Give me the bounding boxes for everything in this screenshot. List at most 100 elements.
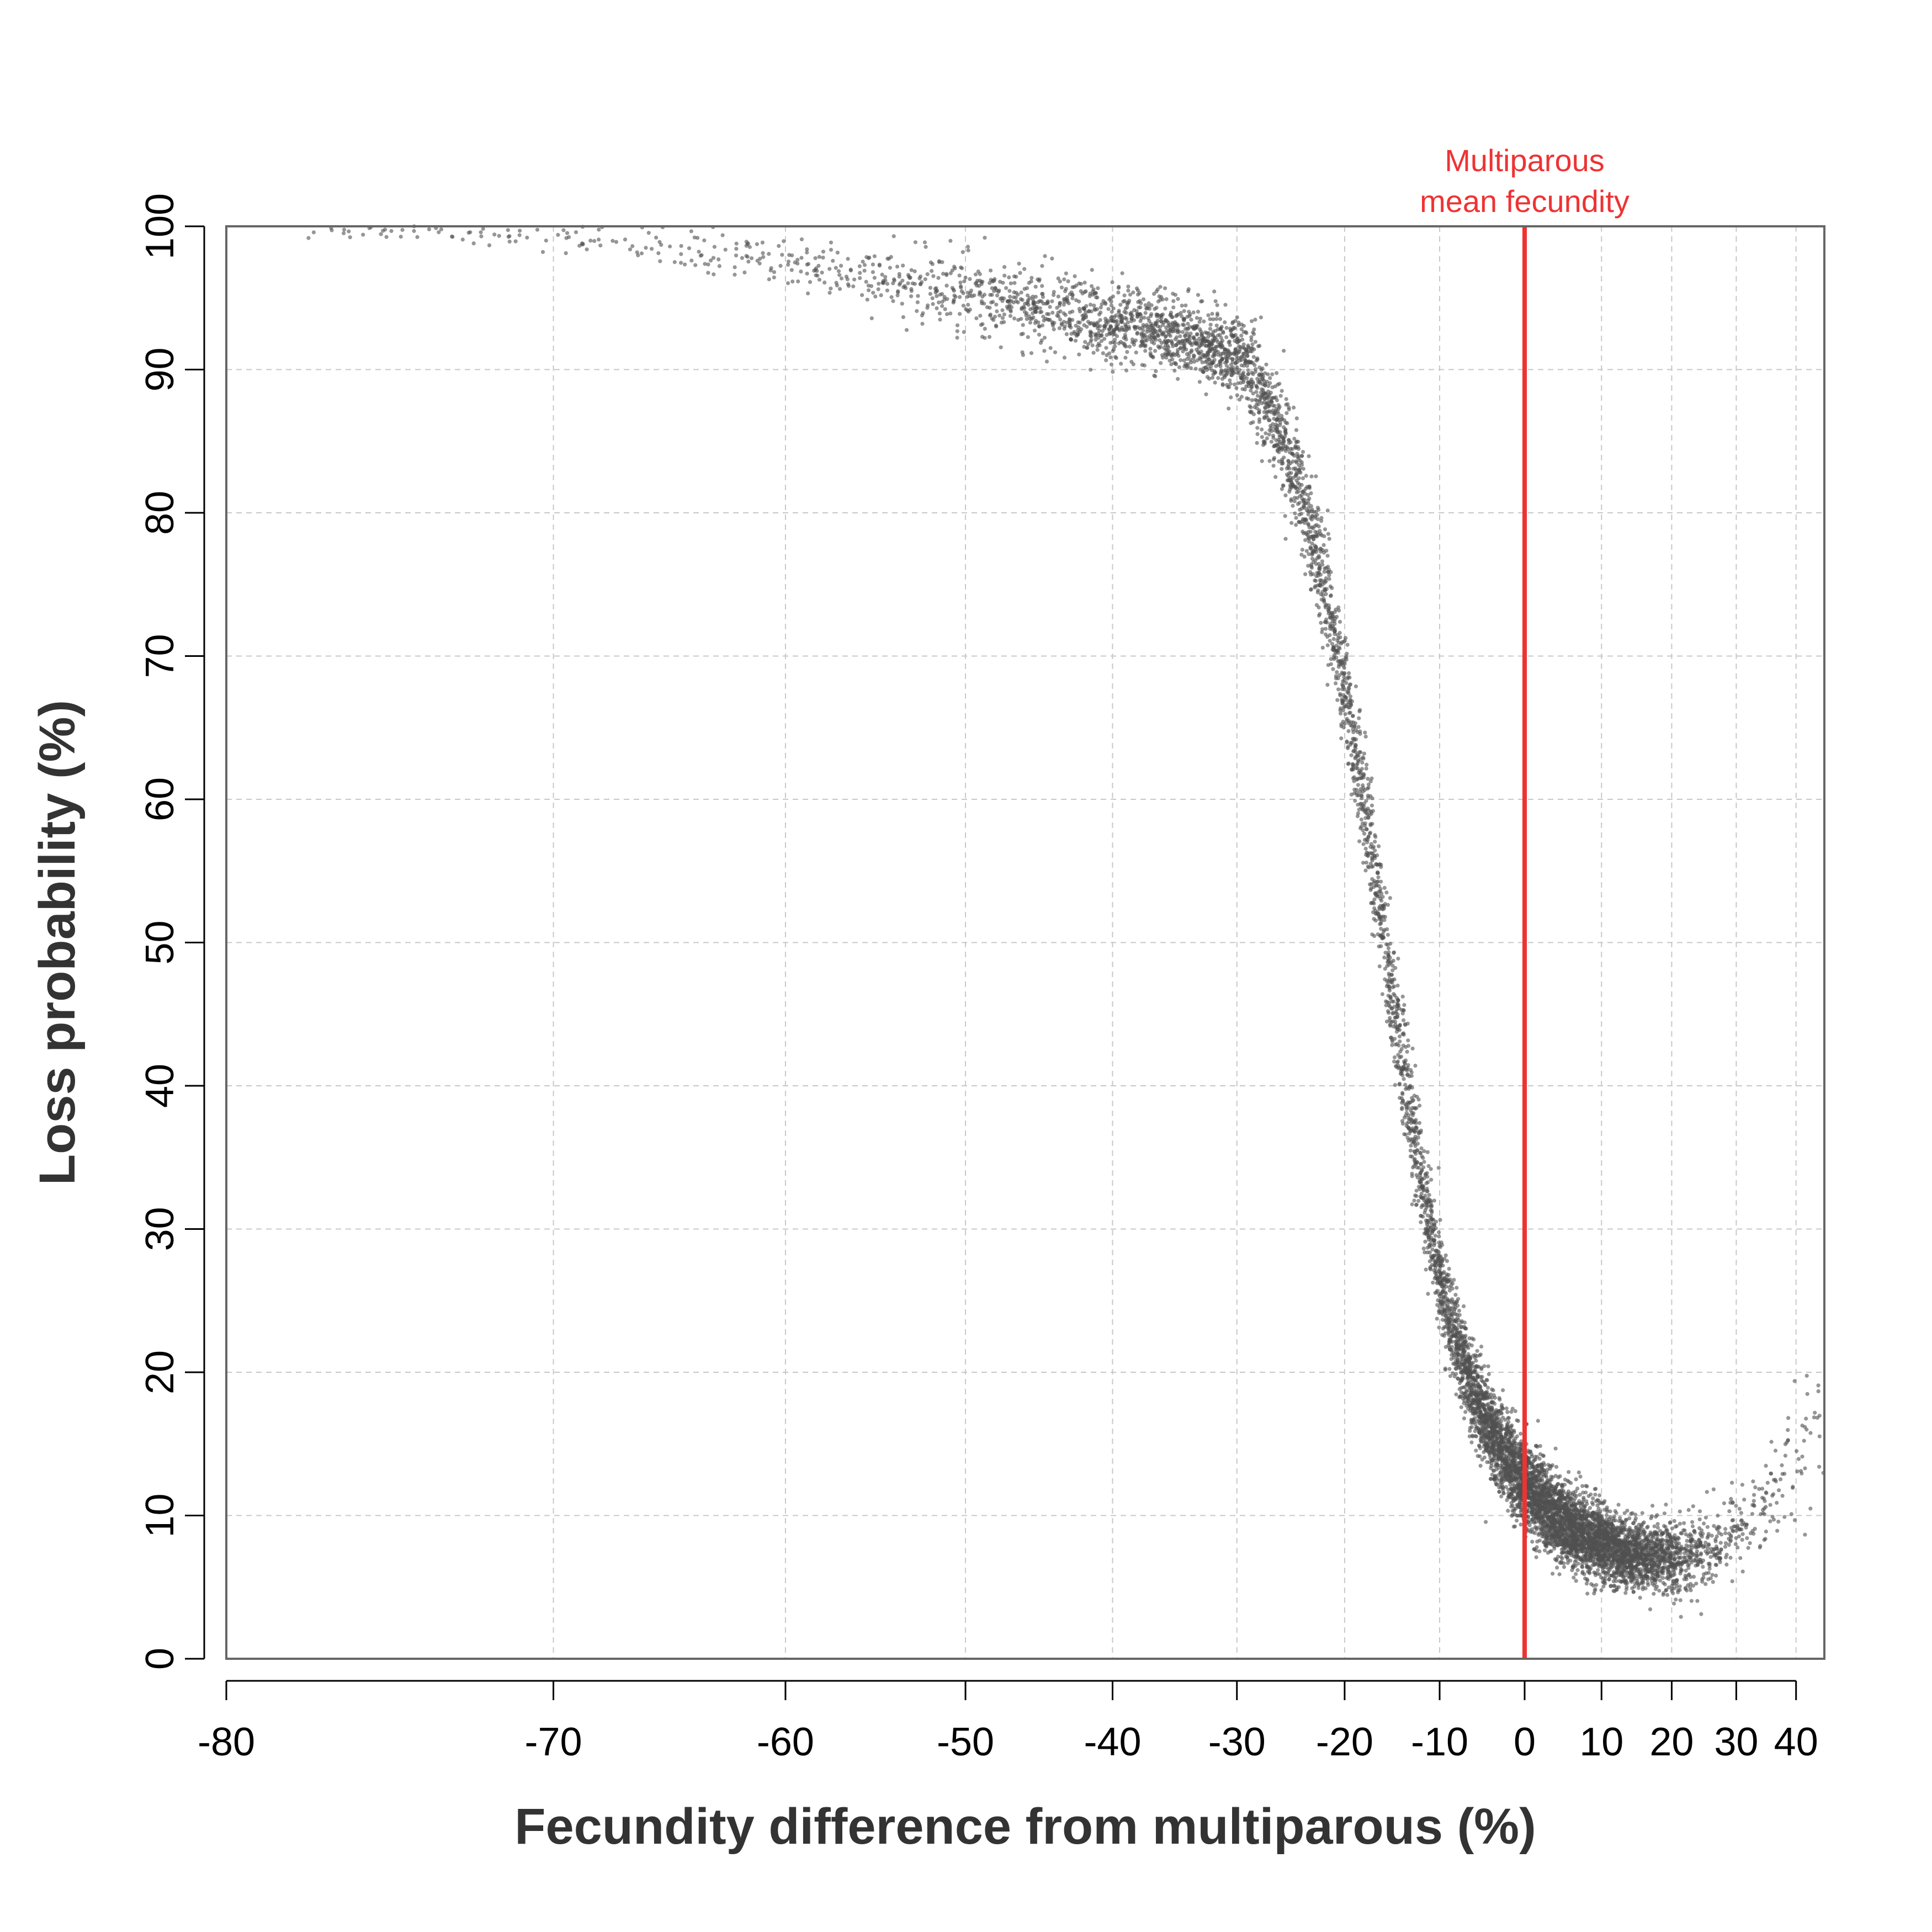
scatter-point bbox=[1485, 1435, 1490, 1440]
scatter-point bbox=[1334, 681, 1338, 686]
scatter-point bbox=[951, 287, 956, 291]
scatter-point bbox=[733, 273, 737, 277]
scatter-point bbox=[974, 316, 979, 321]
scatter-point bbox=[860, 293, 864, 298]
scatter-point bbox=[888, 266, 892, 270]
scatter-point bbox=[1306, 564, 1310, 568]
scatter-point bbox=[1357, 839, 1362, 843]
scatter-point bbox=[1262, 397, 1267, 401]
scatter-point bbox=[1328, 615, 1333, 620]
scatter-point bbox=[1072, 330, 1076, 334]
scatter-point bbox=[1506, 1420, 1511, 1424]
scatter-point bbox=[342, 231, 346, 236]
scatter-point bbox=[399, 235, 403, 239]
scatter-point bbox=[1398, 1039, 1402, 1044]
scatter-point bbox=[790, 279, 795, 284]
scatter-point bbox=[1238, 349, 1242, 354]
scatter-point bbox=[892, 278, 896, 283]
scatter-point bbox=[1014, 299, 1018, 304]
scatter-point bbox=[1456, 1303, 1460, 1308]
scatter-point bbox=[822, 280, 827, 285]
scatter-point bbox=[1425, 1213, 1430, 1218]
scatter-point bbox=[1037, 279, 1042, 283]
scatter-point bbox=[746, 259, 751, 264]
scatter-point bbox=[1104, 358, 1108, 363]
scatter-point bbox=[1100, 339, 1104, 343]
scatter-point bbox=[1394, 1010, 1398, 1014]
scatter-point bbox=[1107, 332, 1112, 336]
scatter-point bbox=[1120, 271, 1124, 275]
scatter-point bbox=[1507, 1451, 1511, 1456]
scatter-point bbox=[1131, 362, 1135, 367]
scatter-point bbox=[873, 294, 878, 299]
scatter-point bbox=[1340, 683, 1345, 688]
scatter-point bbox=[1289, 497, 1293, 502]
scatter-point bbox=[1160, 332, 1164, 337]
scatter-point bbox=[657, 240, 662, 244]
scatter-point bbox=[1322, 578, 1326, 583]
scatter-point bbox=[1179, 358, 1183, 363]
scatter-point bbox=[1032, 328, 1037, 333]
scatter-point bbox=[1399, 1054, 1404, 1059]
scatter-point bbox=[1160, 312, 1165, 317]
scatter-point bbox=[1014, 290, 1018, 295]
scatter-point bbox=[1463, 1334, 1468, 1338]
scatter-point bbox=[1211, 360, 1216, 365]
scatter-point bbox=[1269, 429, 1273, 433]
scatter-point bbox=[1467, 1404, 1472, 1408]
scatter-point bbox=[1186, 362, 1190, 366]
scatter-point bbox=[898, 281, 903, 285]
scatter-point bbox=[1254, 390, 1259, 394]
scatter-point bbox=[1373, 919, 1378, 923]
scatter-point bbox=[1325, 643, 1330, 647]
scatter-point bbox=[1499, 1404, 1504, 1409]
scatter-point bbox=[931, 274, 936, 278]
scatter-point bbox=[1439, 1292, 1443, 1297]
scatter-point bbox=[1274, 422, 1278, 427]
scatter-point bbox=[1034, 305, 1039, 309]
scatter-point bbox=[1241, 380, 1246, 385]
scatter-point bbox=[1280, 389, 1284, 393]
scatter-point bbox=[1362, 751, 1366, 756]
scatter-point bbox=[1435, 1317, 1439, 1321]
scatter-point bbox=[1447, 1367, 1452, 1371]
scatter-point bbox=[1443, 1367, 1447, 1372]
scatter-point bbox=[1084, 310, 1088, 315]
scatter-point bbox=[1249, 388, 1253, 393]
scatter-point bbox=[1384, 1020, 1389, 1024]
scatter-point bbox=[1441, 1304, 1445, 1309]
scatter-point bbox=[1185, 365, 1190, 370]
scatter-point bbox=[1336, 676, 1340, 681]
scatter-point bbox=[1261, 382, 1265, 386]
scatter-point bbox=[1194, 341, 1198, 346]
scatter-point bbox=[1440, 1318, 1445, 1322]
scatter-point bbox=[1366, 864, 1370, 869]
scatter-point bbox=[1457, 1313, 1462, 1317]
scatter-point bbox=[829, 240, 834, 245]
scatter-point bbox=[1085, 325, 1089, 329]
scatter-point bbox=[1088, 330, 1092, 334]
scatter-point bbox=[696, 236, 700, 240]
scatter-point bbox=[1073, 338, 1078, 343]
scatter-point bbox=[1361, 783, 1365, 788]
scatter-point bbox=[1355, 814, 1360, 819]
scatter-point bbox=[1224, 364, 1229, 368]
scatter-point bbox=[1366, 835, 1371, 839]
scatter-point bbox=[1517, 1442, 1522, 1446]
scatter-point bbox=[895, 264, 900, 269]
scatter-point bbox=[1229, 363, 1233, 367]
scatter-point bbox=[1172, 368, 1177, 373]
scatter-point bbox=[1219, 342, 1223, 346]
scatter-point bbox=[471, 241, 476, 246]
scatter-point bbox=[1404, 1066, 1409, 1071]
scatter-point bbox=[1418, 1103, 1422, 1108]
scatter-point bbox=[1436, 1230, 1441, 1234]
scatter-point bbox=[1459, 1324, 1464, 1329]
scatter-point bbox=[1415, 1142, 1420, 1146]
scatter-point bbox=[1519, 1522, 1523, 1527]
scatter-point bbox=[1127, 326, 1132, 331]
scatter-point bbox=[1000, 296, 1004, 300]
scatter-point bbox=[1515, 1514, 1519, 1518]
scatter-point bbox=[1178, 334, 1182, 338]
scatter-point bbox=[1461, 1374, 1465, 1379]
